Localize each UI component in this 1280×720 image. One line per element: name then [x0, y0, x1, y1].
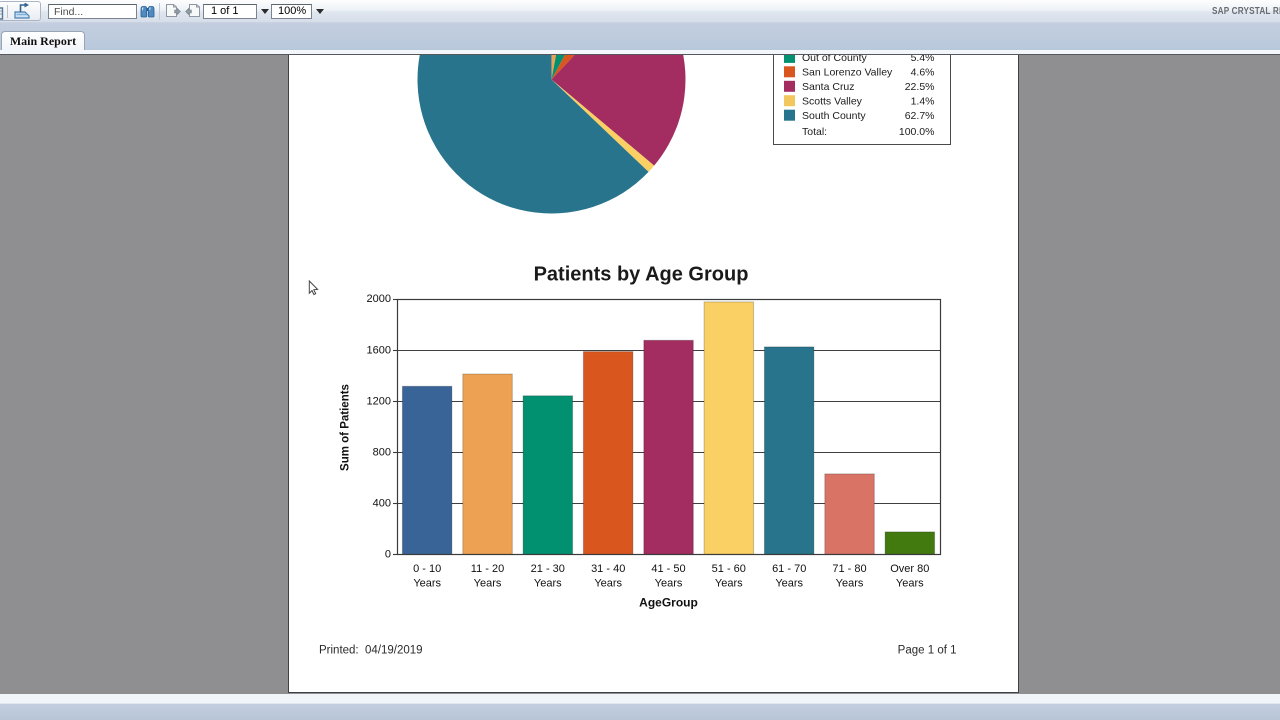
svg-text:Total:: Total:	[802, 126, 827, 138]
svg-text:Years: Years	[655, 578, 683, 590]
svg-text:31 - 40: 31 - 40	[591, 563, 625, 575]
svg-text:AgeGroup: AgeGroup	[639, 596, 698, 610]
svg-text:1.4%: 1.4%	[911, 96, 935, 108]
svg-text:2000: 2000	[367, 293, 391, 305]
svg-text:Years: Years	[474, 578, 502, 590]
svg-text:Years: Years	[836, 578, 864, 590]
svg-text:800: 800	[373, 446, 391, 458]
svg-text:Santa Cruz: Santa Cruz	[802, 81, 855, 93]
svg-text:51 - 60: 51 - 60	[712, 563, 746, 575]
svg-text:1200: 1200	[367, 395, 391, 407]
svg-text:5.4%: 5.4%	[911, 55, 935, 64]
svg-text:Printed: 04/19/2019: Printed: 04/19/2019	[319, 645, 423, 657]
svg-text:100.0%: 100.0%	[899, 126, 935, 138]
svg-text:Over 80: Over 80	[890, 563, 929, 575]
svg-text:71 - 80: 71 - 80	[832, 563, 866, 575]
svg-text:Patients by Age Group: Patients by Age Group	[534, 264, 749, 286]
svg-text:61 - 70: 61 - 70	[772, 563, 806, 575]
svg-text:South County: South County	[802, 110, 866, 122]
svg-text:0: 0	[385, 549, 391, 561]
svg-text:Years: Years	[413, 578, 441, 590]
svg-text:Years: Years	[896, 578, 924, 590]
svg-text:Page 1 of 1: Page 1 of 1	[898, 645, 957, 657]
svg-text:22.5%: 22.5%	[905, 81, 935, 93]
svg-text:Years: Years	[775, 578, 803, 590]
svg-text:21 - 30: 21 - 30	[531, 563, 565, 575]
svg-text:11 - 20: 11 - 20	[471, 563, 504, 575]
svg-text:Sum of Patients: Sum of Patients	[340, 384, 352, 471]
svg-text:Out of County: Out of County	[802, 55, 868, 64]
svg-text:Scotts Valley: Scotts Valley	[802, 96, 863, 108]
svg-text:1600: 1600	[367, 344, 391, 356]
svg-text:400: 400	[373, 498, 391, 510]
svg-text:62.7%: 62.7%	[905, 110, 935, 122]
svg-text:San Lorenzo Valley: San Lorenzo Valley	[802, 67, 893, 79]
svg-text:Years: Years	[594, 578, 622, 590]
svg-text:0 - 10: 0 - 10	[413, 563, 441, 575]
svg-text:Years: Years	[534, 578, 562, 590]
svg-text:41 - 50: 41 - 50	[651, 563, 685, 575]
svg-text:Years: Years	[715, 578, 743, 590]
svg-text:4.6%: 4.6%	[911, 67, 935, 79]
